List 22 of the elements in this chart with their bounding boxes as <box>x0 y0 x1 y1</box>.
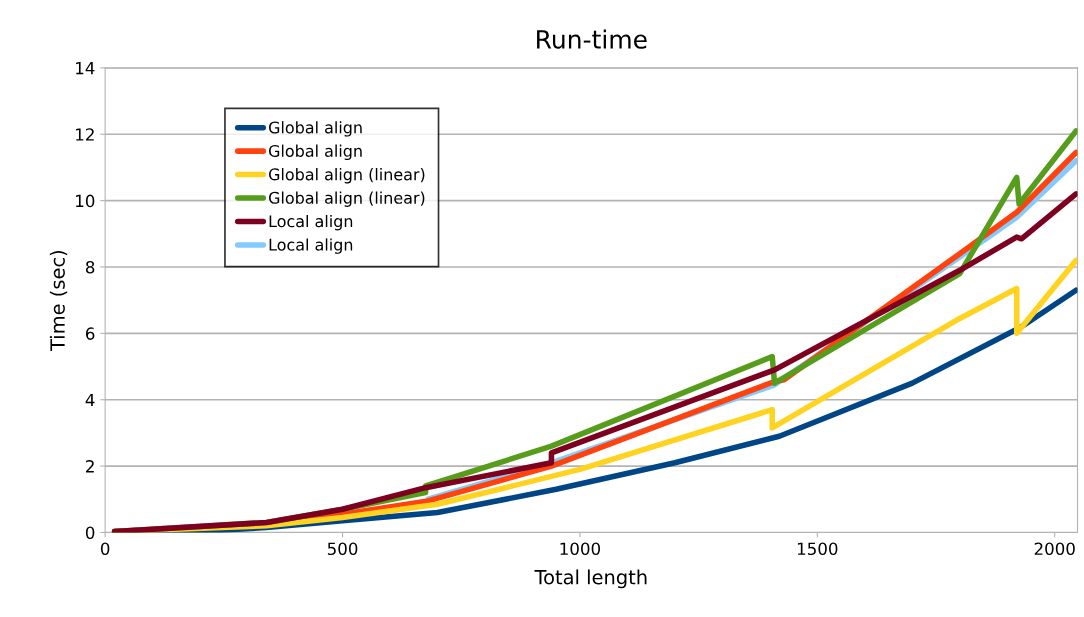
y-tick-label: 14 <box>76 62 95 75</box>
legend-label: Local align <box>269 214 353 231</box>
y-tick-label: 8 <box>85 260 95 274</box>
x-tick-label: 500 <box>327 542 358 556</box>
x-tick-label: 2000 <box>1034 542 1075 556</box>
y-tick-label: 4 <box>85 393 95 407</box>
y-tick-label: 2 <box>86 460 94 473</box>
y-tick-label: 0 <box>85 526 95 540</box>
x-axis-title: Total length <box>534 569 647 589</box>
legend-label: Local align <box>269 238 353 254</box>
x-tick-label: 1500 <box>797 542 838 556</box>
y-tick-label: 6 <box>85 327 95 340</box>
x-tick-label: 1000 <box>560 542 601 556</box>
y-tick-label: 12 <box>76 128 94 141</box>
legend-label: Global align (linear) <box>268 168 425 184</box>
legend-label: Global align <box>268 144 362 161</box>
legend-label: Global align (linear) <box>268 191 425 207</box>
y-axis-title: Time (sec) <box>49 250 68 352</box>
x-tick-label: 0 <box>100 542 110 556</box>
y-tick-label: 10 <box>76 194 95 208</box>
legend-label: Global align <box>268 121 362 137</box>
chart-title: Run-time <box>537 29 647 49</box>
